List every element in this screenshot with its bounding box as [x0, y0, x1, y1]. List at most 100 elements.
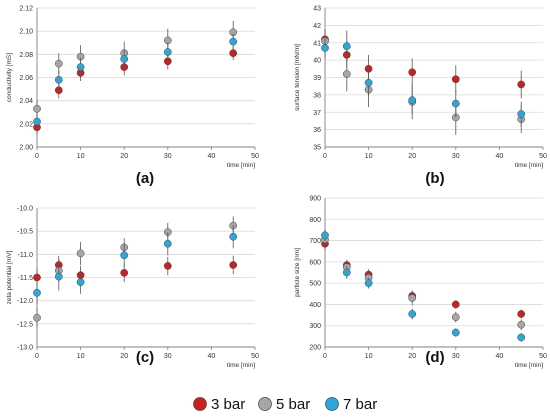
data-point — [408, 310, 417, 318]
series-5-bar — [33, 20, 238, 119]
panel-label: (b) — [425, 170, 444, 187]
y-tick-label: -10.0 — [17, 206, 33, 213]
y-tick-label: 500 — [309, 281, 321, 288]
data-point — [163, 48, 172, 56]
series-3-bar — [321, 237, 526, 319]
y-tick-label: 37 — [313, 110, 321, 117]
y-axis-label: conductivity [mS] — [6, 53, 13, 102]
x-tick-label: 20 — [120, 353, 128, 360]
x-tick-label: 40 — [208, 353, 216, 360]
y-tick-label: -11.0 — [18, 252, 34, 259]
series-3-bar — [33, 46, 238, 135]
y-tick-label: -10.5 — [17, 229, 33, 236]
y-tick-label: 39 — [313, 75, 321, 82]
y-tick-label: 300 — [309, 323, 321, 330]
data-point — [120, 269, 129, 277]
data-point — [517, 333, 526, 342]
data-point — [364, 279, 373, 287]
data-point — [163, 262, 172, 270]
data-point — [229, 49, 238, 58]
data-point — [364, 78, 373, 87]
series-5-bar — [33, 216, 238, 328]
data-point — [120, 55, 129, 63]
y-tick-label: 800 — [309, 217, 321, 224]
chart-panel-3: -13.0 -12.5 -12.0 -11.5 -11.0 -10.5 -10.0 0 10 20… — [6, 206, 259, 370]
x-tick-label: 50 — [251, 353, 259, 360]
data-point — [321, 44, 329, 52]
legend-marker — [193, 397, 207, 411]
data-point — [33, 288, 41, 297]
x-tick-label: 10 — [365, 353, 373, 360]
legend-marker — [258, 397, 272, 411]
legend-label: 3 bar — [211, 396, 245, 413]
y-axis-label: zeta potential [mV] — [6, 250, 13, 304]
data-point — [408, 96, 417, 104]
data-point — [342, 268, 351, 277]
series-7-bar — [33, 225, 238, 305]
y-tick-label: 700 — [309, 238, 321, 245]
data-point — [120, 251, 129, 260]
panel-label: (c) — [136, 349, 154, 366]
x-axis-label: time [min] — [227, 162, 255, 169]
data-point — [517, 110, 526, 118]
y-tick-label: 400 — [309, 302, 321, 309]
y-tick-label: 41 — [313, 40, 321, 47]
y-tick-label: 40 — [313, 58, 321, 65]
y-tick-label: 35 — [313, 145, 321, 152]
x-tick-label: 0 — [323, 353, 327, 360]
data-point — [517, 320, 526, 329]
y-tick-label: 38 — [313, 92, 321, 99]
series-3-bar — [33, 255, 238, 287]
y-tick-label: 900 — [309, 196, 321, 203]
y-tick-label: 2.04 — [19, 98, 33, 105]
series-5-bar — [321, 233, 526, 330]
x-tick-label: 20 — [408, 153, 416, 160]
x-tick-label: 20 — [408, 353, 416, 360]
y-tick-label: 2.08 — [19, 52, 33, 59]
y-axis-label: surface tension [mN/m] — [294, 44, 301, 111]
y-tick-label: -12.5 — [17, 321, 33, 328]
panel-label: (d) — [425, 349, 444, 366]
x-axis-label: time [min] — [515, 362, 543, 369]
data-point — [229, 261, 238, 269]
x-tick-label: 30 — [452, 353, 460, 360]
x-tick-label: 40 — [496, 153, 504, 160]
x-axis-label: time [min] — [515, 162, 543, 169]
x-tick-label: 10 — [77, 353, 85, 360]
y-tick-label: 2.10 — [19, 29, 33, 36]
data-point — [451, 328, 460, 337]
legend-label: 7 bar — [343, 396, 377, 413]
x-tick-label: 30 — [452, 153, 460, 160]
data-point — [229, 232, 238, 241]
x-axis-label: time [min] — [227, 362, 255, 369]
x-tick-label: 30 — [164, 353, 172, 360]
data-point — [33, 313, 41, 322]
series-5-bar — [321, 30, 526, 135]
y-tick-label: 42 — [313, 23, 321, 30]
chart-panel-2: 35 36 37 38 39 40 41 42 43 0 10 20 30 40 50 surface ten… — [294, 6, 547, 188]
y-tick-label: 36 — [313, 127, 321, 134]
data-point — [517, 80, 526, 89]
panel-label: (a) — [136, 170, 154, 187]
chart-panel-4: 200 300 400 500 600 700 800 900 0 10 20 30 40 50 parti… — [294, 196, 547, 370]
x-tick-label: 0 — [35, 153, 39, 160]
data-point — [451, 99, 460, 108]
data-point — [342, 70, 351, 78]
data-point — [408, 294, 417, 302]
y-tick-label: 43 — [313, 6, 321, 13]
x-tick-label: 10 — [365, 153, 373, 160]
x-tick-label: 40 — [208, 153, 216, 160]
data-point — [54, 75, 63, 84]
data-point — [33, 117, 41, 126]
x-tick-label: 20 — [120, 153, 128, 160]
y-tick-label: 2.06 — [19, 75, 33, 82]
y-tick-label: 2.02 — [19, 121, 33, 128]
y-axis-label: particle size [nm] — [294, 248, 301, 297]
x-tick-label: 10 — [77, 153, 85, 160]
data-point — [451, 313, 460, 322]
data-point — [54, 272, 63, 281]
x-tick-label: 50 — [539, 153, 547, 160]
x-tick-label: 0 — [35, 353, 39, 360]
data-point — [76, 63, 85, 71]
